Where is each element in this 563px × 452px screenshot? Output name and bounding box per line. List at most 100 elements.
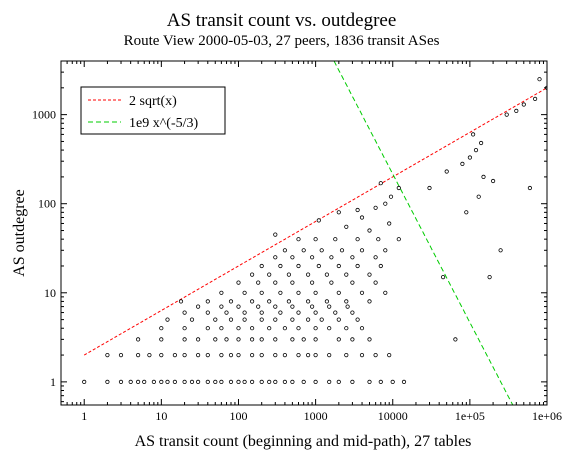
data-point [182,310,187,315]
data-point [301,248,306,253]
data-point [324,299,329,304]
data-point [228,317,234,322]
data-point [242,379,247,384]
data-point [444,169,449,174]
data-point [259,290,264,295]
data-point [228,299,234,304]
data-point [278,263,283,269]
data-point [267,326,272,331]
data-point [367,272,372,277]
data-point [355,263,360,269]
chart-subtitle: Route View 2000-05-03, 27 peers, 1836 tr… [124,33,440,49]
data-point [324,272,329,277]
data-point [105,379,110,384]
data-point [282,248,287,253]
data-point [339,248,345,253]
data-point [532,96,538,102]
data-point [355,317,360,322]
data-point [478,140,484,146]
data-point [259,310,264,315]
data-point [236,352,241,358]
data-point [296,263,301,269]
data-point [514,108,519,114]
data-point [224,337,229,342]
data-point [396,185,401,191]
series-line-power [333,61,514,405]
x-tick-label: 1 [81,409,87,423]
data-point [118,352,124,358]
data-point [376,237,381,242]
data-point [296,237,301,242]
data-point [401,379,407,384]
data-point [313,379,318,384]
data-point [373,205,378,210]
data-point [390,379,395,384]
data-point [151,379,156,384]
data-point [290,304,295,309]
data-point [159,379,164,384]
data-point [228,379,234,384]
x-tick-label: 10000 [378,409,408,423]
data-point [290,280,295,285]
data-point [273,232,278,237]
data-point [219,352,224,358]
data-point [316,218,321,223]
data-point [359,215,365,220]
x-tick-label: 1e+05 [455,409,485,423]
data-point [128,379,133,384]
data-point [205,310,210,315]
data-point [136,379,141,384]
data-point [378,379,383,384]
data-point [290,337,295,342]
data-point [219,326,224,331]
data-point [259,317,264,322]
data-point [182,379,187,384]
data-point [205,326,210,331]
data-point [182,337,187,342]
data-point [213,317,218,322]
x-tick-label: 10 [155,409,167,423]
y-tick-label: 100 [38,197,56,211]
y-tick-label: 1000 [32,108,56,122]
data-point [305,352,311,358]
data-point [359,290,365,295]
data-point [336,263,341,269]
data-point [305,272,311,277]
data-point [273,352,278,358]
data-point [259,379,264,384]
data-point [259,337,264,342]
data-point [196,352,201,358]
data-point [537,77,542,82]
data-point [319,317,324,322]
data-point [387,352,392,358]
data-point [476,194,481,199]
data-point [196,337,201,342]
data-point [236,337,241,342]
data-point [327,304,332,309]
data-point [273,317,278,322]
data-point [219,304,224,309]
data-point [344,224,349,229]
data-point [316,263,321,269]
data-point [305,299,311,304]
data-point [278,290,283,295]
data-point [105,352,110,358]
legend-box [80,86,226,135]
data-point [313,352,318,358]
data-point [213,337,218,342]
data-point [282,326,287,331]
data-point [359,248,365,253]
data-point [333,310,338,315]
data-point [286,272,291,277]
y-axis-label: AS outdegree [11,189,28,277]
data-point [464,210,469,215]
data-point [373,255,378,260]
data-point [236,379,241,384]
data-point [189,379,195,384]
data-point [470,132,476,137]
data-point [224,310,229,315]
data-point [345,304,350,309]
data-point [367,337,372,342]
data-point [267,272,272,277]
